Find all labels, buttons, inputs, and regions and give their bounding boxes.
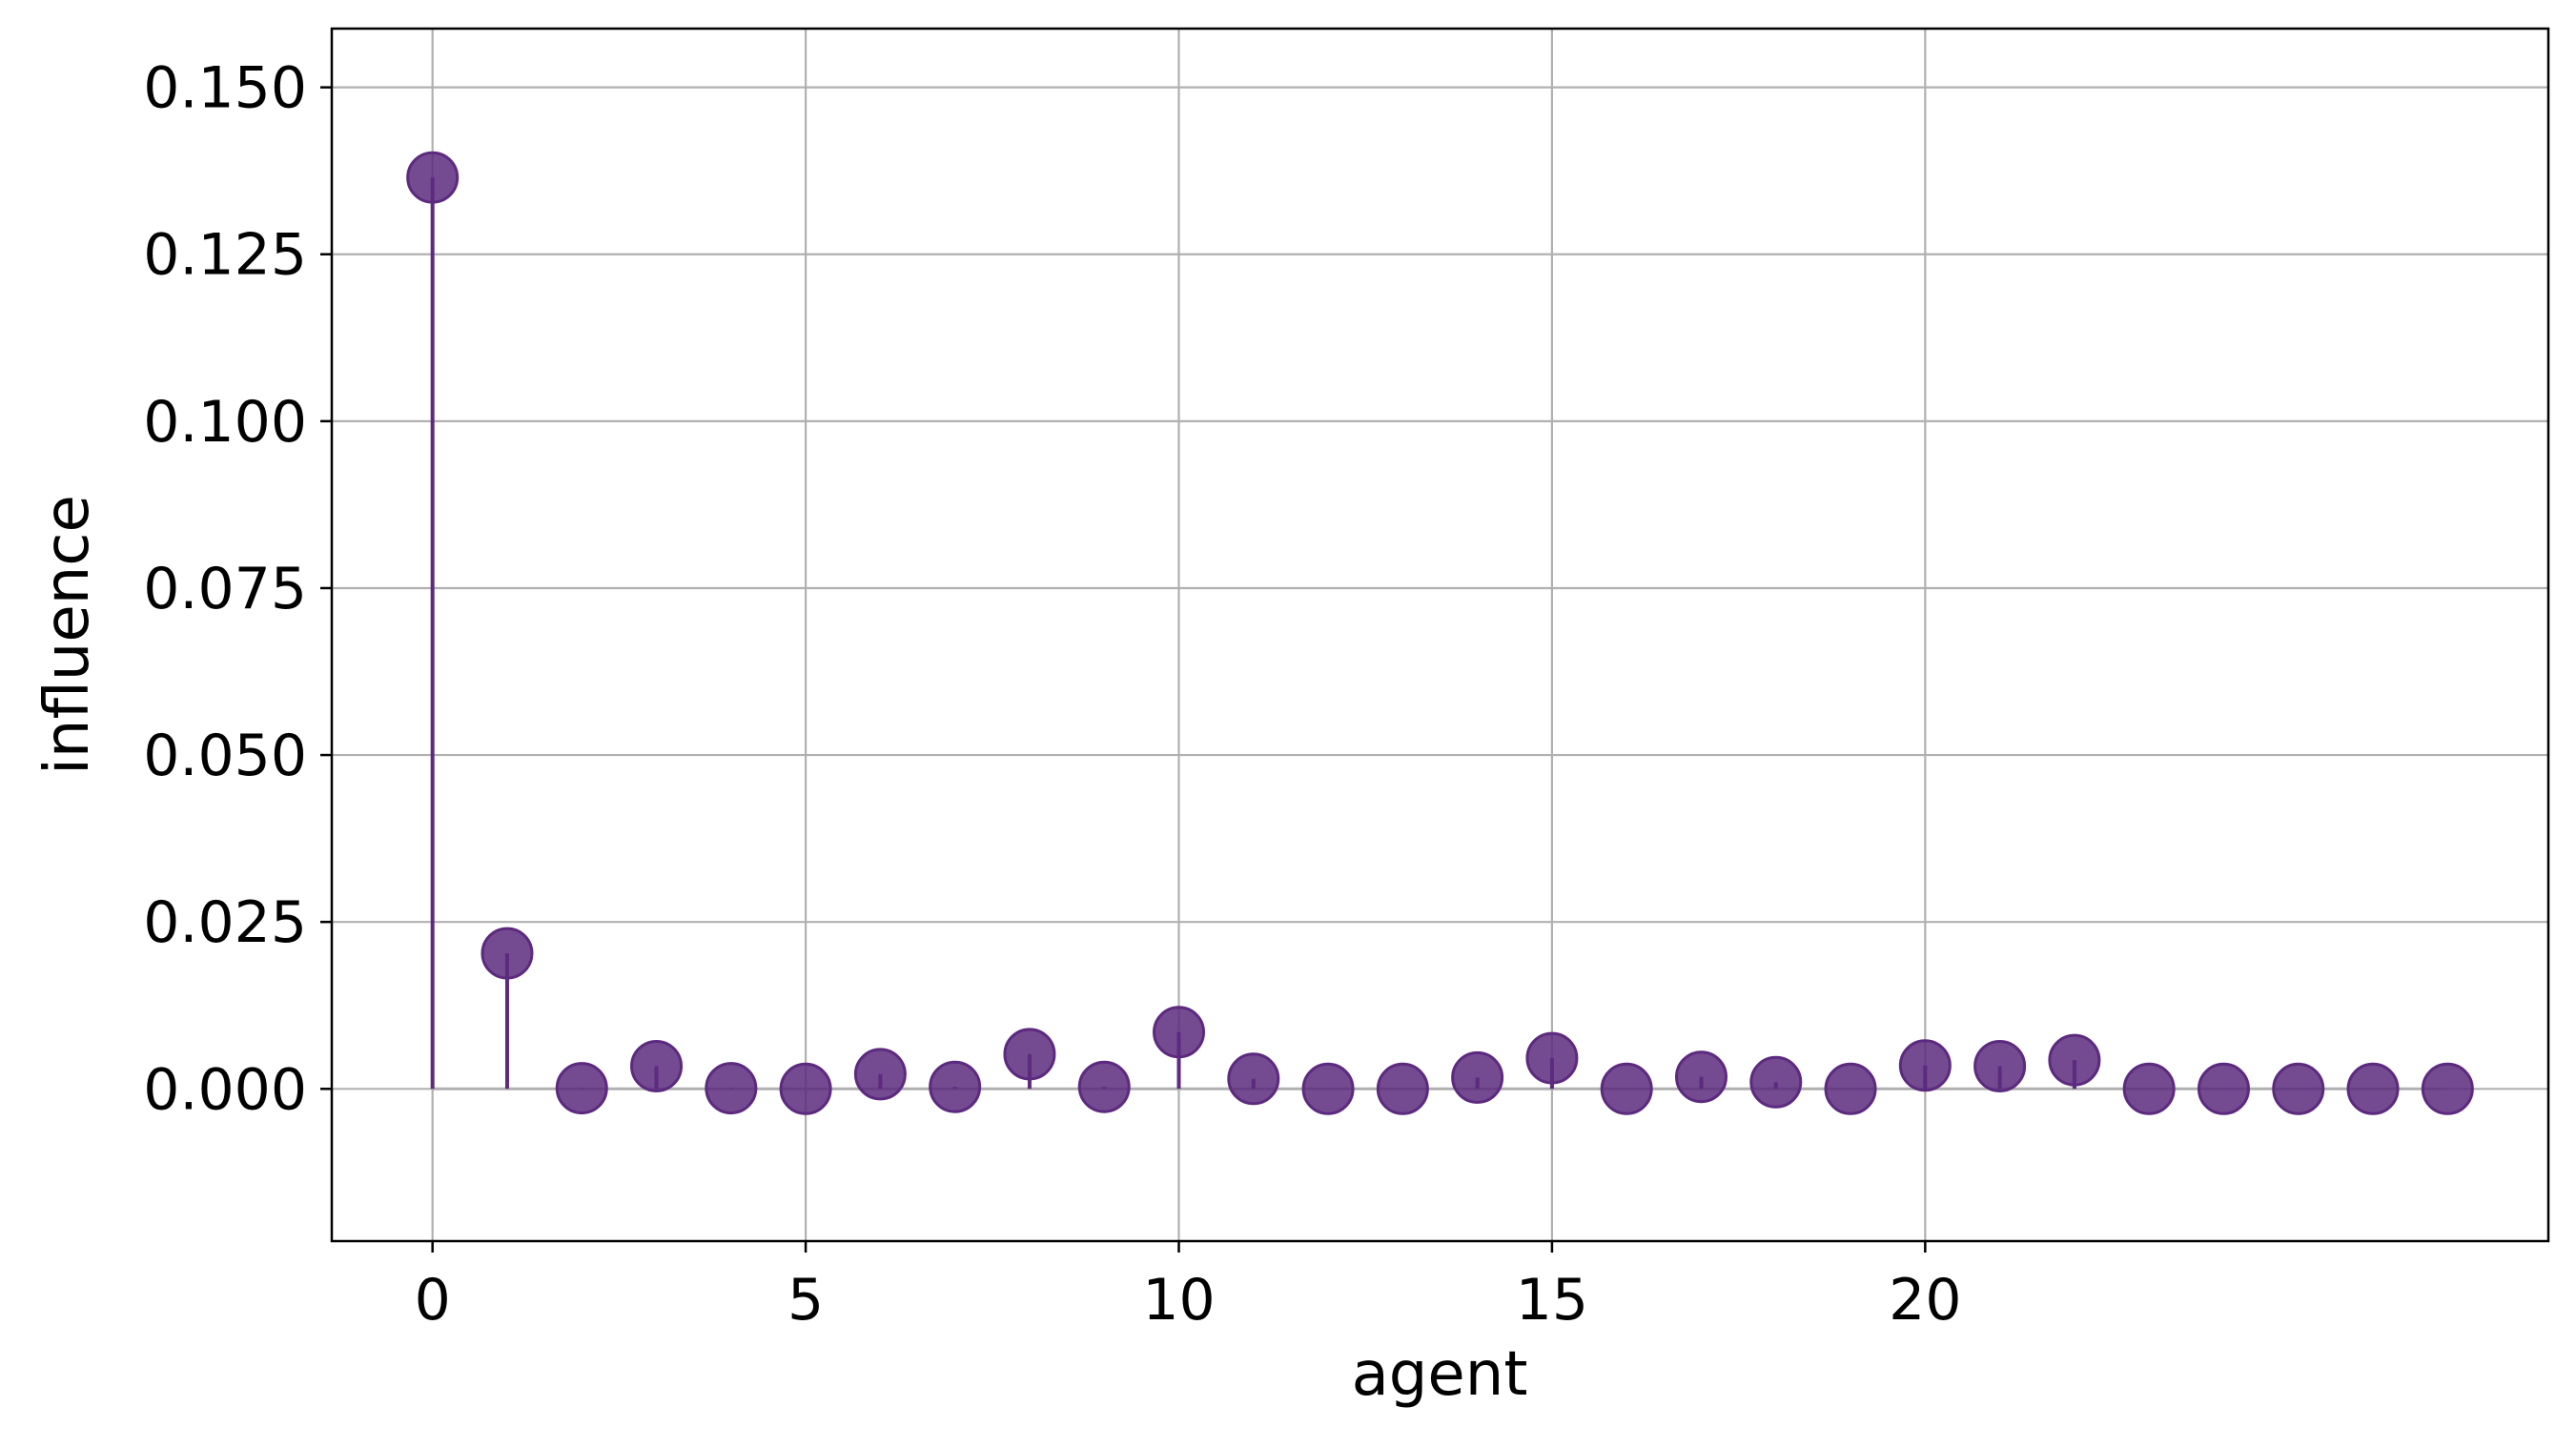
- stem-marker: [779, 1062, 832, 1115]
- stem-marker: [1749, 1055, 1803, 1109]
- y-tick-label: 0.150: [143, 55, 307, 122]
- stem-marker: [1600, 1062, 1653, 1115]
- stem-marker: [2272, 1062, 2325, 1115]
- stem-marker: [2048, 1033, 2101, 1087]
- stem-marker: [2122, 1062, 2176, 1115]
- stem-marker: [1301, 1062, 1355, 1115]
- x-tick-label: 20: [1889, 1267, 1961, 1334]
- stem-marker: [2421, 1062, 2474, 1115]
- x-tick-label: 15: [1516, 1267, 1588, 1334]
- y-tick-label: 0.050: [143, 723, 307, 789]
- stem-marker: [630, 1039, 684, 1092]
- stem-marker: [555, 1062, 608, 1115]
- y-axis-label: influence: [32, 495, 103, 775]
- stem-marker: [1674, 1050, 1728, 1104]
- y-tick-label: 0.075: [143, 556, 307, 622]
- stem-marker: [2346, 1062, 2400, 1115]
- y-tick-label: 0.000: [143, 1056, 307, 1123]
- stem-marker: [406, 151, 460, 204]
- stem-marker: [1525, 1031, 1579, 1085]
- y-ticks: 0.000 0.025 0.050 0.075 0.100 0.125 0.150: [143, 55, 332, 1123]
- stem-marker: [1824, 1062, 1877, 1115]
- x-ticks: 0 5 10 15 20: [415, 1241, 1962, 1334]
- stem-marker: [853, 1048, 907, 1101]
- x-tick-label: 0: [415, 1267, 451, 1334]
- stem-layer: [430, 177, 2448, 1090]
- stem-marker: [1973, 1039, 2027, 1092]
- stem-marker: [1077, 1060, 1131, 1113]
- y-tick-label: 0.100: [143, 389, 307, 456]
- x-axis-label: agent: [1352, 1339, 1528, 1410]
- y-tick-label: 0.125: [143, 222, 307, 289]
- stem-marker: [929, 1060, 982, 1113]
- stem-marker: [2197, 1062, 2250, 1115]
- stem-marker: [1153, 1006, 1206, 1059]
- x-tick-label: 10: [1142, 1267, 1215, 1334]
- y-tick-label: 0.025: [143, 889, 307, 956]
- stem-marker: [1451, 1050, 1504, 1104]
- stem-marker: [1227, 1052, 1280, 1106]
- stem-marker: [1003, 1028, 1056, 1081]
- plot-frame: [330, 27, 2550, 1243]
- stem-marker: [1376, 1062, 1429, 1115]
- stem-marker: [1898, 1039, 1952, 1092]
- x-tick-label: 5: [787, 1267, 824, 1334]
- stem-marker: [480, 927, 534, 980]
- marker-layer: [406, 151, 2474, 1115]
- stem-marker: [705, 1062, 758, 1115]
